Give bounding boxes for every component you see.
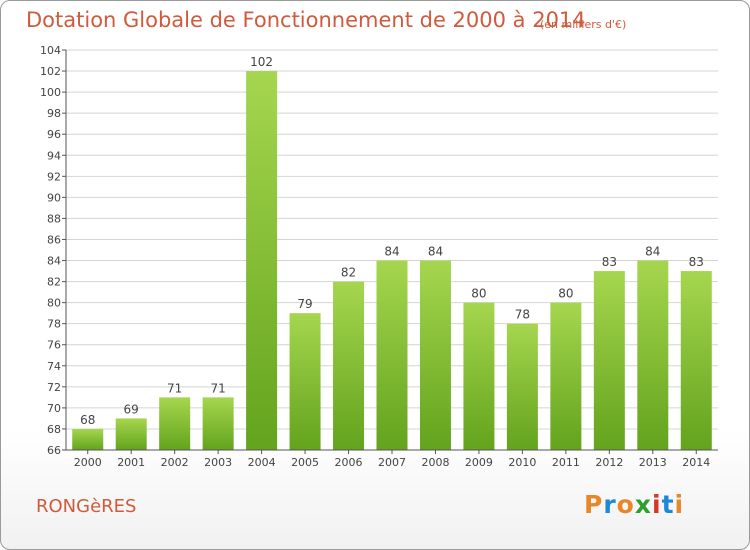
y-tick-label: 102: [40, 65, 61, 78]
data-label: 83: [689, 255, 704, 269]
data-label: 68: [80, 413, 95, 427]
proxiti-logo[interactable]: Proxiti: [584, 490, 684, 519]
axes: 66 68 70 72 74 76 78 80 82 84 86 88 90 92 94 96 98 100 102…: [40, 44, 718, 469]
data-label: 79: [297, 297, 312, 311]
y-tick-label: 74: [47, 360, 61, 373]
chart-title: Dotation Globale de Fonctionnement de 20…: [26, 8, 586, 32]
commune-name: RONGèRES: [36, 496, 137, 517]
logo-letter: t: [661, 490, 675, 519]
logo-letter: o: [616, 490, 635, 519]
bar-2009: [463, 302, 495, 450]
bar-2004: [246, 71, 278, 450]
x-tick-label: 2008: [421, 456, 449, 469]
bars: [72, 71, 712, 450]
x-tick-label: 2002: [161, 456, 189, 469]
y-tick-label: 90: [47, 191, 61, 204]
logo-letter: i: [674, 490, 685, 519]
data-label: 69: [124, 402, 139, 416]
bar-2014: [680, 271, 712, 450]
data-label: 84: [645, 245, 660, 259]
chart-unit-subtitle: (en milliers d'€): [540, 18, 627, 31]
y-tick-label: 70: [47, 402, 61, 415]
logo-letter: x: [634, 490, 652, 519]
data-label: 102: [250, 55, 273, 69]
logo-letter: P: [584, 490, 604, 519]
y-tick-label: 80: [47, 297, 61, 310]
y-tick-label: 98: [47, 107, 61, 120]
x-tick-label: 2009: [465, 456, 493, 469]
bar-2000: [72, 428, 104, 450]
x-tick-label: 2007: [378, 456, 406, 469]
x-tick-label: 2014: [682, 456, 710, 469]
x-tick-label: 2012: [595, 456, 623, 469]
data-label: 84: [384, 245, 399, 259]
data-label: 71: [167, 381, 182, 395]
bar-2007: [376, 260, 408, 450]
x-tick-label: 2001: [117, 456, 145, 469]
y-tick-label: 104: [40, 44, 61, 57]
x-tick-label: 2010: [508, 456, 536, 469]
y-tick-label: 66: [47, 444, 61, 457]
data-label: 83: [602, 255, 617, 269]
y-tick-label: 100: [40, 86, 61, 99]
y-tick-label: 72: [47, 381, 61, 394]
data-label: 78: [515, 308, 530, 322]
bar-2010: [506, 323, 538, 450]
data-labels: 68 69 71 71 102 79 82 84 84 80 78 80 83 84 83: [80, 55, 704, 427]
bar-2011: [550, 302, 582, 450]
data-label: 71: [210, 381, 225, 395]
x-tick-label: 2011: [552, 456, 580, 469]
bar-2006: [333, 281, 365, 450]
y-tick-label: 78: [47, 318, 61, 331]
bar-2003: [202, 397, 234, 450]
x-tick-label: 2013: [639, 456, 667, 469]
x-tick-label: 2003: [204, 456, 232, 469]
data-label: 80: [558, 287, 573, 301]
y-tick-label: 82: [47, 276, 61, 289]
x-tick-label: 2005: [291, 456, 319, 469]
y-tick-label: 92: [47, 170, 61, 183]
y-tick-label: 84: [47, 255, 61, 268]
data-label: 84: [428, 245, 443, 259]
data-label: 80: [471, 287, 486, 301]
x-tick-label: 2004: [248, 456, 276, 469]
data-label: 82: [341, 266, 356, 280]
y-tick-label: 68: [47, 423, 61, 436]
x-tick-label: 2000: [74, 456, 102, 469]
logo-letter: i: [652, 490, 662, 519]
bar-2013: [637, 260, 669, 450]
x-tick-label: 2006: [335, 456, 363, 469]
y-tick-label: 86: [47, 233, 61, 246]
y-tick-label: 96: [47, 128, 61, 141]
bar-2001: [115, 418, 147, 450]
logo-letter: r: [603, 490, 617, 519]
bar-2002: [159, 397, 191, 450]
y-tick-label: 94: [47, 149, 61, 162]
bar-2008: [419, 260, 451, 450]
bar-2012: [593, 271, 625, 450]
bar-2005: [289, 313, 321, 450]
y-tick-label: 76: [47, 339, 61, 352]
y-tick-label: 88: [47, 212, 61, 225]
